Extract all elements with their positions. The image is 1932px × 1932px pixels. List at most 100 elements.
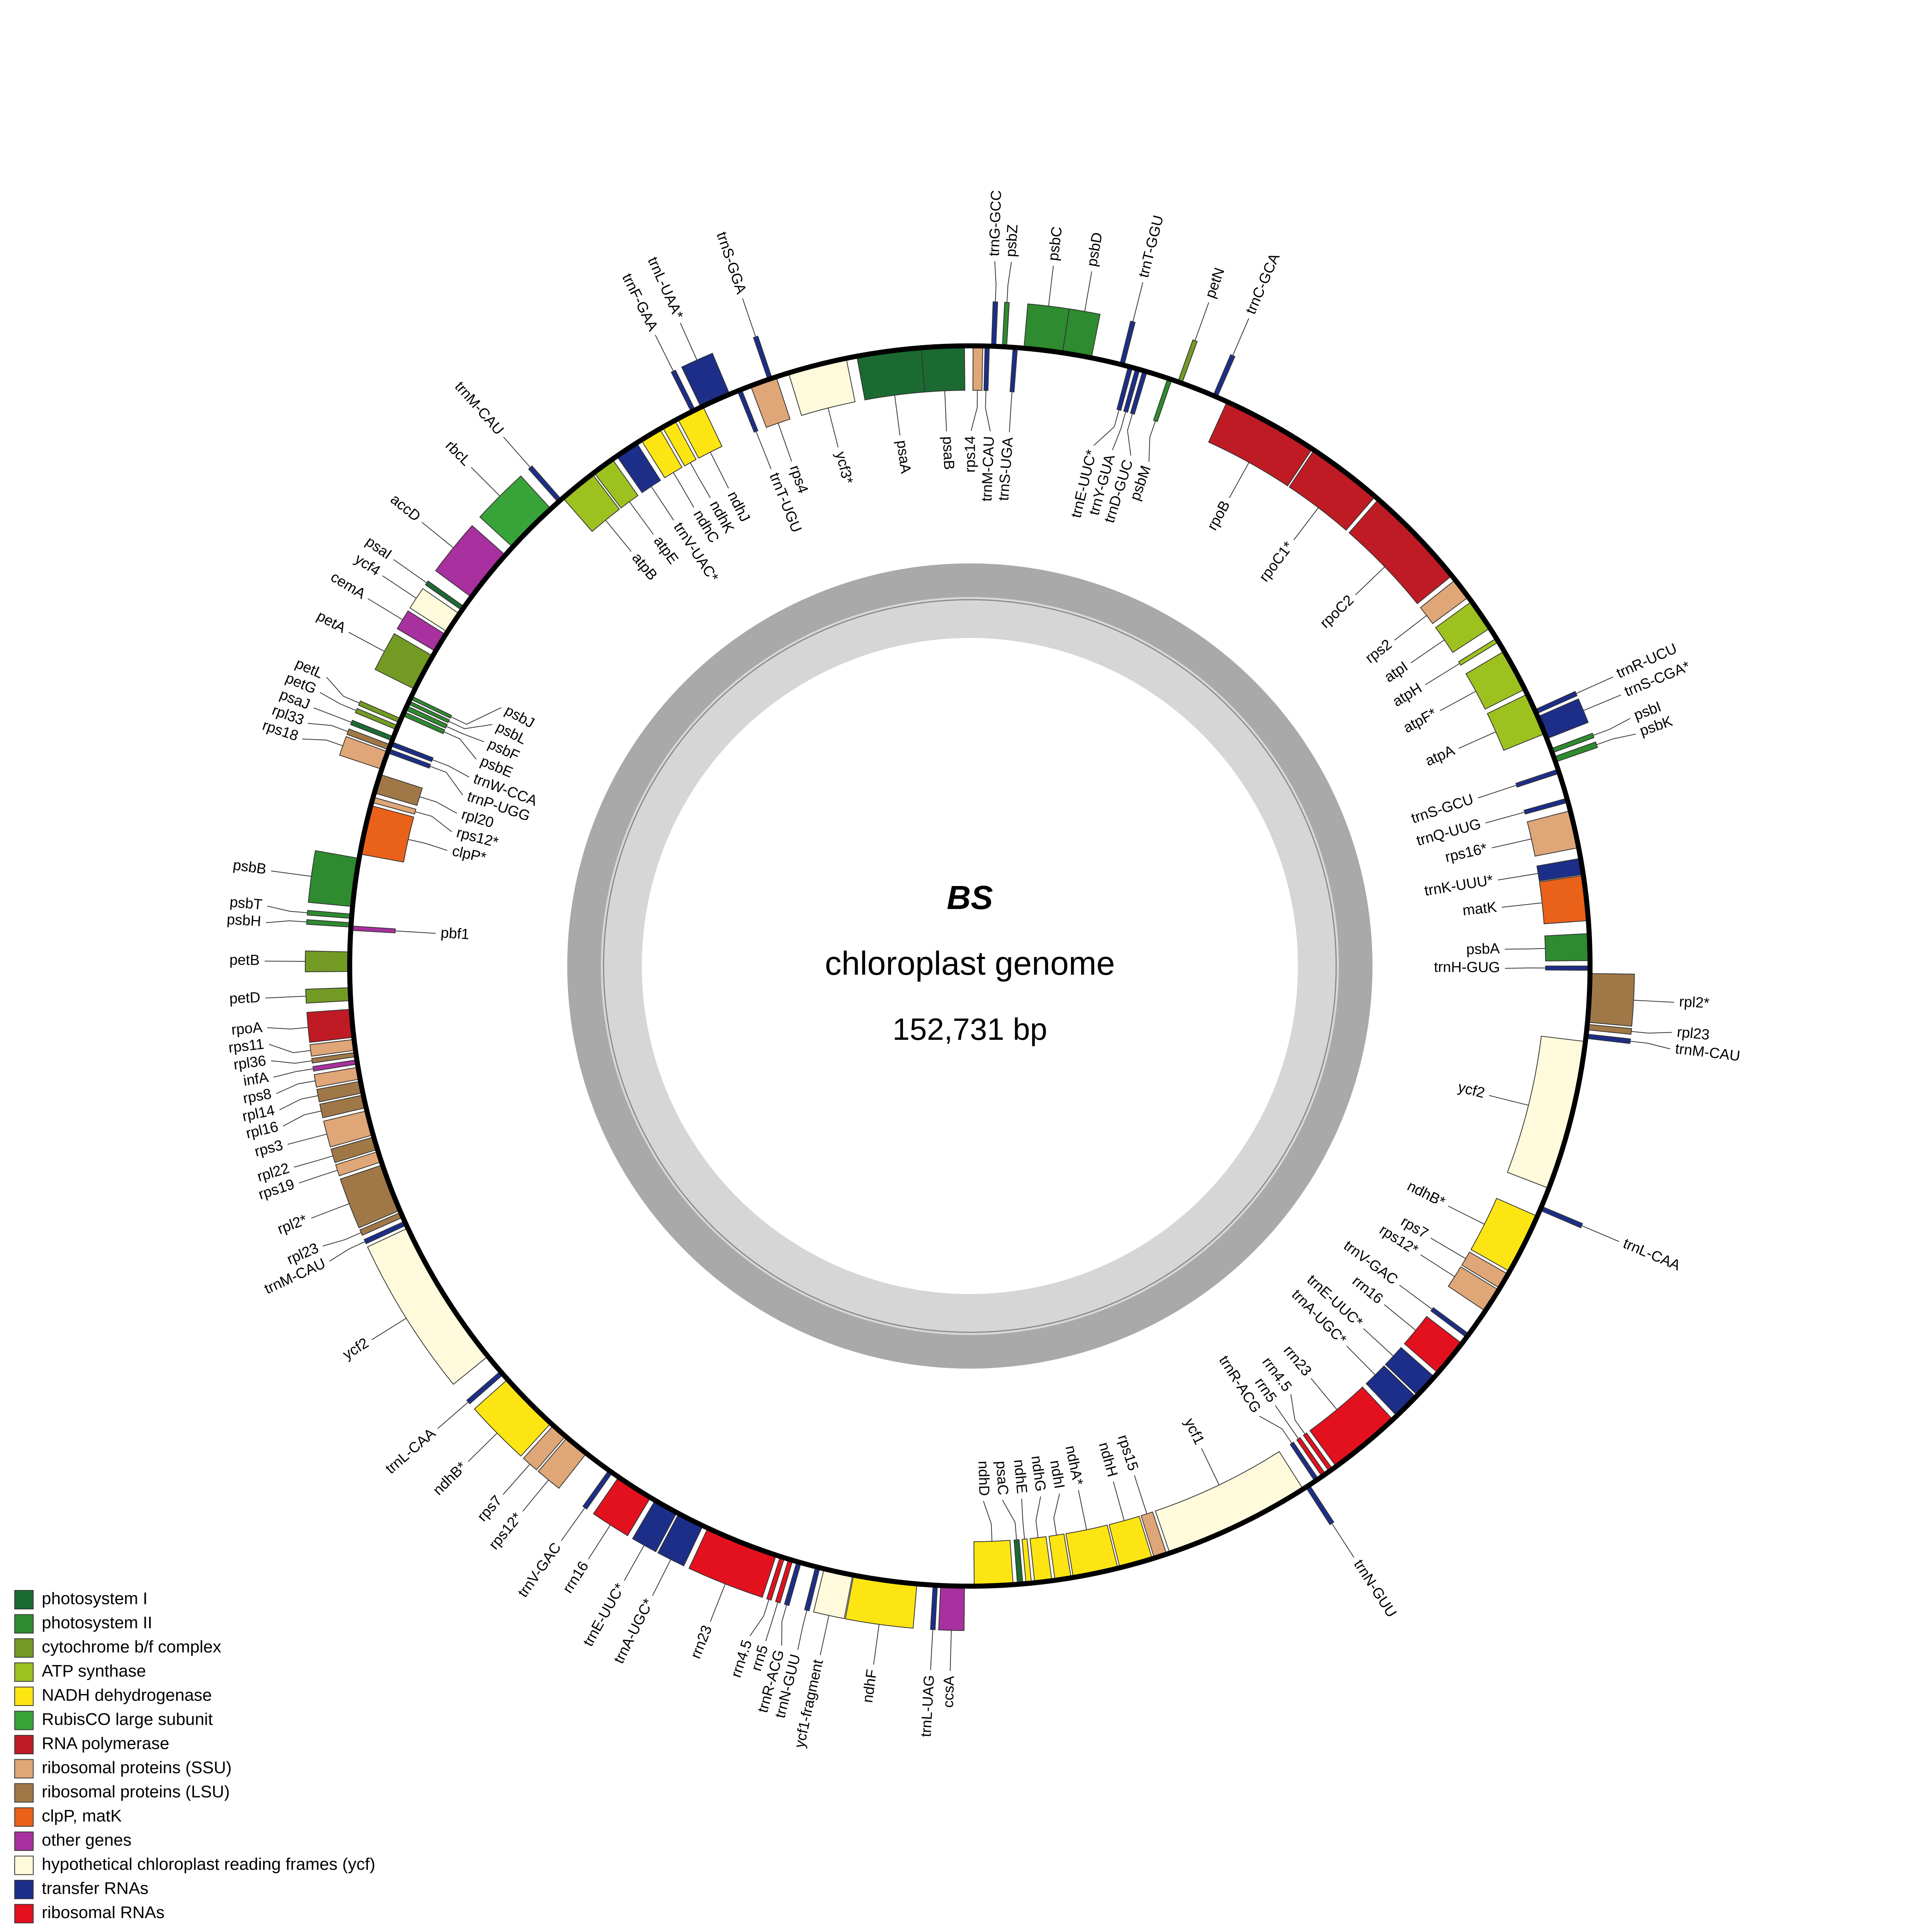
genome-title: BS [947,879,993,917]
gene-block [1021,1538,1032,1584]
leader-line [1194,302,1209,341]
gene-label: trnV-GAC [515,1540,564,1600]
gene-label: rps14 [962,436,978,473]
gene-label: rps16* [1444,840,1489,866]
gene-label: ndhB* [430,1459,470,1498]
leader-line [287,1134,327,1145]
legend-label: photosystem II [42,1613,152,1632]
leader-line [1132,282,1143,322]
leader-line [950,1630,952,1671]
gene-block [1515,769,1560,788]
leader-line [432,759,469,777]
leader-line [1275,1405,1299,1439]
legend-swatch [14,1711,34,1730]
leader-lines [265,261,1674,1671]
gene-block [350,925,396,934]
leader-line [451,707,502,725]
leader-line [267,1027,308,1030]
leader-line [894,395,901,435]
gc-ring-hole [642,638,1298,1294]
gene-label: atpH [1390,680,1425,710]
gene-label: psbA [1466,940,1500,958]
leader-line [985,390,991,432]
gene-block [1545,966,1591,971]
leader-line [294,1155,333,1168]
legend-swatch [14,1880,34,1899]
leader-line [313,707,352,723]
leader-line [395,930,436,934]
leader-line [371,1318,406,1340]
leader-line [1355,566,1385,595]
leader-line [419,796,457,814]
gene-label: trnK-UUU* [1423,872,1494,899]
genome-size: 152,731 bp [893,1012,1047,1046]
leader-line [971,390,978,431]
leader-line [655,335,674,372]
leader-line [710,1583,726,1622]
gene-block [305,951,350,973]
leader-line [673,472,694,508]
gene-label: psbC [1045,226,1065,262]
gene-label: trnL-CAA [383,1425,439,1477]
gene-label: ndhF [859,1668,880,1704]
gene-label: cemA [328,569,368,602]
leader-line [690,462,711,498]
gene-block [1305,1484,1335,1526]
leader-line [468,1433,498,1462]
gene-label: ccsA [940,1675,957,1708]
genome-circle [347,343,1593,1589]
leader-line [1440,691,1476,711]
leader-line [1576,676,1614,694]
gene-label: pbf1 [440,925,469,942]
leader-line [320,692,357,711]
gene-label: rrn23 [687,1623,715,1661]
gene-label: rps4 [786,463,811,496]
legend-swatch [14,1687,34,1706]
leader-line [755,431,772,469]
legend-swatch [14,1855,34,1875]
gene-label: ndhD [975,1461,992,1496]
gene-block [983,345,990,391]
leader-line [1232,318,1249,356]
genome-subtitle: chloroplast genome [825,945,1115,982]
gene-blocks [305,301,1635,1631]
legend-swatch [14,1904,34,1923]
leader-line [1021,1498,1025,1539]
leader-line [1290,1394,1306,1435]
leader-line [1631,1031,1672,1034]
gene-label: rpoC1* [1256,539,1297,585]
leader-line [271,1060,312,1064]
gene-label: trnV-GAC [1341,1238,1401,1288]
leader-line [873,1624,880,1665]
gene-block [306,919,352,928]
leader-line [299,1170,338,1184]
gene-block [1002,302,1010,347]
gene-label: rbcL [442,437,474,469]
leader-line [329,1241,366,1262]
leader-line [446,726,484,742]
leader-line [1346,1345,1376,1375]
leader-line [1036,1496,1041,1538]
leader-line [1478,785,1517,799]
gene-label: trnC-GCA [1243,251,1283,316]
legend-label: RubisCO large subunit [42,1710,213,1729]
leader-line [1007,262,1012,303]
gene-label: ycf2 [1456,1079,1486,1102]
gene-label: trnM-CAU [979,436,997,502]
gene-block [367,1228,489,1385]
leader-line [437,1401,469,1429]
leader-line [1492,838,1532,849]
leader-line [1134,1475,1147,1514]
leader-line [1009,391,1013,432]
gene-block [1023,303,1070,354]
leader-line [1498,873,1538,881]
legend-label: ATP synthase [42,1662,146,1680]
legend-swatch [14,1759,34,1779]
leader-line [1505,948,1546,950]
leader-line [367,598,403,620]
leader-line [271,870,311,877]
gene-label: ndhB* [1405,1178,1448,1210]
gene-label: psbB [232,857,267,878]
gene-label: ndhI [1047,1459,1068,1490]
